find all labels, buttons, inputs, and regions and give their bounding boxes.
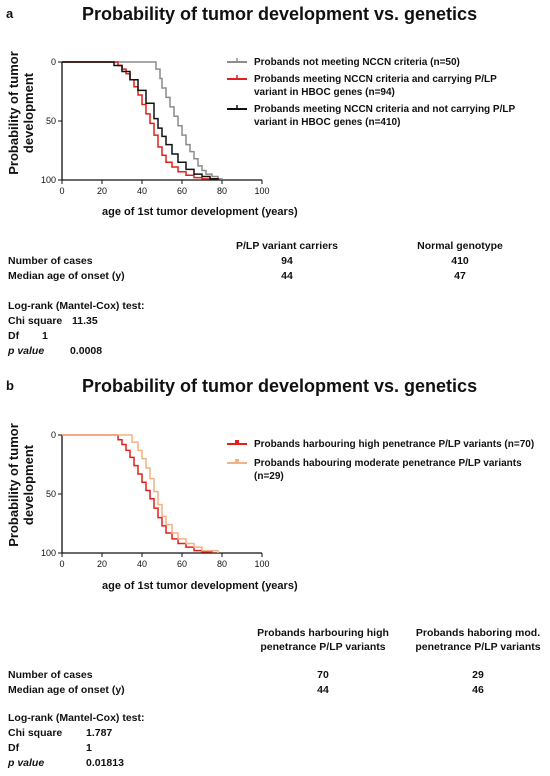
- panel-b-legend-label-1: Probands harbouring high penetrance P/LP…: [254, 439, 535, 450]
- panel-a-legend-item-1: Probands not meeting NCCN criteria (n=50…: [226, 56, 546, 69]
- panel-b-legend-item-2: Probands habouring moderate penetrance P…: [226, 457, 546, 483]
- panel-b-cell-median-high: 44: [317, 684, 329, 696]
- panel-a-x-tick-label: 0: [59, 186, 64, 196]
- panel-a-legend-label-3: Probands meeting NCCN criteria and not c…: [254, 104, 515, 128]
- panel-a-cell-median-normal: 47: [454, 270, 466, 282]
- panel-b-row-label-cases: Number of cases: [8, 669, 93, 681]
- panel-a-cell-cases-carriers: 94: [281, 255, 293, 267]
- panel-a-series-line-3: [62, 61, 219, 180]
- panel-b-y-axis-label-line1: Probability of tumor: [6, 423, 21, 547]
- panel-b-stats-label-df: Df: [8, 742, 20, 754]
- panel-a-title: Probability of tumor development vs. gen…: [82, 4, 478, 24]
- panel-a-legend-swatch-2: [227, 75, 247, 80]
- panel-a-y-axis-label: Probability of tumor development: [6, 48, 36, 178]
- panel-a-legend-swatch-1: [227, 58, 247, 63]
- panel-a-legend-item-2: Probands meeting NCCN criteria and carry…: [226, 73, 546, 99]
- panel-a-stats-label-p: p value: [8, 345, 45, 357]
- panel-b-row-label-median: Median age of onset (y): [8, 684, 125, 696]
- panel-b-x-tick-label: 0: [59, 559, 64, 569]
- panel-a-x-tick-label: 100: [254, 186, 269, 196]
- panel-b-col-header-high: Probands harbouring high penetrance P/LP…: [257, 627, 389, 653]
- panel-b-stats-value-chi: 1.787: [86, 727, 113, 739]
- panel-b-y-tick-label: 0: [51, 430, 56, 440]
- panel-a-x-tick-label: 80: [217, 186, 227, 196]
- panel-b-cell-cases-moderate: 29: [472, 669, 484, 681]
- panel-b-x-axis-label: age of 1st tumor development (years): [102, 580, 298, 592]
- panel-a-stats-value-df: 1: [42, 330, 48, 342]
- panel-a-stats-label-chi: Chi square: [8, 315, 63, 327]
- panel-b-x-tick-label: 100: [254, 559, 269, 569]
- panel-a-row-label-cases: Number of cases: [8, 255, 93, 267]
- panel-b-x-tick-label: 20: [97, 559, 107, 569]
- panel-a-legend-item-3: Probands meeting NCCN criteria and not c…: [226, 103, 546, 129]
- panel-a-legend: Probands not meeting NCCN criteria (n=50…: [226, 56, 546, 129]
- panel-b-cell-cases-high: 70: [317, 669, 329, 681]
- panel-b-legend-swatch-2: [227, 459, 247, 464]
- panel-b-legend-item-1: Probands harbouring high penetrance P/LP…: [226, 438, 546, 451]
- panel-a-legend-label-2: Probands meeting NCCN criteria and carry…: [254, 74, 497, 98]
- panel-a-legend-swatch-3: [227, 105, 247, 110]
- panel-b-title: Probability of tumor development vs. gen…: [82, 376, 478, 396]
- panel-b-y-axis-label-line2: development: [21, 444, 36, 526]
- panel-b-stats-label-chi: Chi square: [8, 727, 63, 739]
- panel-b-col-header-moderate: Probands haboring mod. penetrance P/LP v…: [415, 627, 541, 653]
- panel-b-legend: Probands harbouring high penetrance P/LP…: [226, 438, 546, 483]
- panel-b-stats-label-p: p value: [8, 757, 45, 769]
- panel-b-legend-swatch-1: [227, 440, 247, 445]
- panel-a-y-tick-label: 0: [51, 57, 56, 67]
- panel-a-stats-value-chi: 11.35: [72, 315, 98, 327]
- panel-b-series-line-2: [62, 434, 219, 553]
- panel-a-cell-cases-normal: 410: [451, 255, 469, 267]
- panel-a-legend-label-1: Probands not meeting NCCN criteria (n=50…: [254, 57, 460, 68]
- panel-b-series-line-1: [62, 434, 213, 553]
- panel-b-x-tick-label: 40: [137, 559, 147, 569]
- panel-a-col-header-carriers: P/LP variant carriers: [236, 240, 338, 252]
- panel-a-row-label-median: Median age of onset (y): [8, 270, 125, 282]
- panel-b-stats-heading: Log-rank (Mantel-Cox) test:: [8, 712, 145, 724]
- panel-b-stats-value-df: 1: [86, 742, 92, 754]
- panel-a-x-tick-label: 20: [97, 186, 107, 196]
- panel-a-x-tick-label: 40: [137, 186, 147, 196]
- panel-a-x-tick-label: 60: [177, 186, 187, 196]
- panel-a-col-header-normal: Normal genotype: [417, 240, 503, 252]
- panel-a-cell-median-carriers: 44: [281, 270, 293, 282]
- panel-a-series-line-1: [62, 61, 223, 180]
- panel-b-y-tick-label: 100: [41, 548, 56, 558]
- panel-a-x-axis-label: age of 1st tumor development (years): [102, 206, 298, 218]
- panel-a-series-line-2: [62, 61, 219, 180]
- panel-a-letter: a: [6, 6, 14, 21]
- panel-b-letter: b: [6, 378, 14, 393]
- panel-a-stats-value-p: 0.0008: [70, 345, 103, 357]
- panel-a-y-axis-label-line2: development: [21, 72, 36, 154]
- panel-a-y-tick-label: 100: [41, 175, 56, 185]
- panel-b-legend-label-2: Probands habouring moderate penetrance P…: [254, 458, 522, 482]
- panel-b-x-tick-label: 80: [217, 559, 227, 569]
- panel-a-stats-label-df: Df: [8, 330, 20, 342]
- panel-b-stats-value-p: 0.01813: [86, 757, 124, 769]
- panel-a-stats-heading: Log-rank (Mantel-Cox) test:: [8, 300, 145, 312]
- panel-a-y-tick-label: 50: [46, 116, 56, 126]
- panel-a-y-axis-label-line1: Probability of tumor: [6, 51, 21, 175]
- panel-b-x-tick-label: 60: [177, 559, 187, 569]
- panel-b-cell-median-moderate: 46: [472, 684, 484, 696]
- panel-b-y-axis-label: Probability of tumor development: [6, 420, 36, 550]
- panel-b-y-tick-label: 50: [46, 489, 56, 499]
